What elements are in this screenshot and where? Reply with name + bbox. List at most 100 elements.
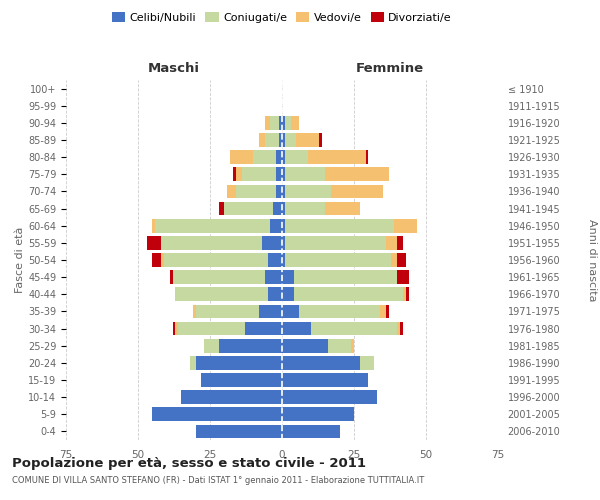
Bar — [161, 236, 262, 250]
Bar — [285, 168, 325, 181]
Bar — [325, 168, 389, 181]
Bar — [218, 339, 282, 352]
Bar — [400, 322, 403, 336]
Bar — [308, 150, 365, 164]
Bar — [268, 288, 282, 301]
Bar — [196, 304, 259, 318]
Bar — [173, 322, 175, 336]
Bar — [242, 168, 276, 181]
Bar — [282, 373, 368, 387]
Bar — [331, 184, 383, 198]
Bar — [218, 202, 224, 215]
Bar — [328, 339, 351, 352]
Bar — [161, 253, 164, 267]
Bar — [204, 339, 218, 352]
Bar — [236, 184, 276, 198]
Bar — [282, 270, 293, 284]
Bar — [202, 373, 282, 387]
Bar — [325, 202, 360, 215]
Bar — [271, 219, 282, 232]
Bar — [193, 304, 196, 318]
Bar — [311, 322, 397, 336]
Bar — [146, 236, 161, 250]
Bar — [175, 322, 178, 336]
Bar — [285, 236, 386, 250]
Bar — [230, 150, 253, 164]
Bar — [282, 390, 377, 404]
Bar — [245, 322, 282, 336]
Bar — [170, 270, 173, 284]
Bar — [394, 219, 418, 232]
Bar — [265, 270, 282, 284]
Bar — [282, 288, 293, 301]
Bar — [253, 150, 276, 164]
Text: Femmine: Femmine — [356, 62, 424, 75]
Bar — [282, 202, 285, 215]
Bar — [175, 288, 268, 301]
Bar — [164, 253, 268, 267]
Bar — [386, 304, 389, 318]
Bar — [279, 133, 282, 147]
Text: Popolazione per età, sesso e stato civile - 2011: Popolazione per età, sesso e stato civil… — [12, 458, 366, 470]
Bar — [293, 288, 403, 301]
Bar — [282, 322, 311, 336]
Bar — [282, 219, 285, 232]
Bar — [299, 304, 380, 318]
Bar — [236, 168, 242, 181]
Bar — [351, 339, 354, 352]
Bar — [360, 356, 374, 370]
Bar — [282, 168, 285, 181]
Bar — [178, 322, 245, 336]
Bar — [152, 253, 161, 267]
Bar — [391, 253, 397, 267]
Text: COMUNE DI VILLA SANTO STEFANO (FR) - Dati ISTAT 1° gennaio 2011 - Elaborazione T: COMUNE DI VILLA SANTO STEFANO (FR) - Dat… — [12, 476, 424, 485]
Bar — [259, 133, 265, 147]
Bar — [285, 202, 325, 215]
Bar — [196, 424, 282, 438]
Bar — [296, 133, 319, 147]
Bar — [265, 133, 279, 147]
Bar — [276, 184, 282, 198]
Bar — [274, 202, 282, 215]
Bar — [397, 236, 403, 250]
Bar — [276, 168, 282, 181]
Bar — [397, 270, 409, 284]
Bar — [285, 150, 308, 164]
Bar — [285, 253, 391, 267]
Y-axis label: Fasce di età: Fasce di età — [15, 227, 25, 293]
Bar — [196, 356, 282, 370]
Bar — [181, 390, 282, 404]
Bar — [380, 304, 386, 318]
Bar — [259, 304, 282, 318]
Bar — [282, 150, 285, 164]
Bar — [285, 116, 290, 130]
Bar — [282, 253, 285, 267]
Bar — [152, 219, 155, 232]
Bar — [386, 236, 397, 250]
Legend: Celibi/Nubili, Coniugati/e, Vedovi/e, Divorziati/e: Celibi/Nubili, Coniugati/e, Vedovi/e, Di… — [107, 8, 457, 28]
Bar — [293, 270, 397, 284]
Text: Maschi: Maschi — [148, 62, 200, 75]
Bar — [173, 270, 265, 284]
Bar — [397, 322, 400, 336]
Bar — [262, 236, 282, 250]
Text: Anni di nascita: Anni di nascita — [587, 219, 597, 301]
Bar — [282, 304, 299, 318]
Bar — [290, 116, 299, 130]
Bar — [233, 168, 236, 181]
Bar — [155, 219, 271, 232]
Bar — [282, 236, 285, 250]
Bar — [406, 288, 409, 301]
Bar — [282, 408, 354, 421]
Bar — [271, 116, 279, 130]
Bar — [397, 253, 406, 267]
Bar — [365, 150, 368, 164]
Bar — [282, 133, 285, 147]
Bar — [403, 288, 406, 301]
Bar — [268, 253, 282, 267]
Bar — [285, 133, 296, 147]
Bar — [282, 424, 340, 438]
Bar — [285, 184, 331, 198]
Bar — [265, 116, 271, 130]
Bar — [282, 356, 360, 370]
